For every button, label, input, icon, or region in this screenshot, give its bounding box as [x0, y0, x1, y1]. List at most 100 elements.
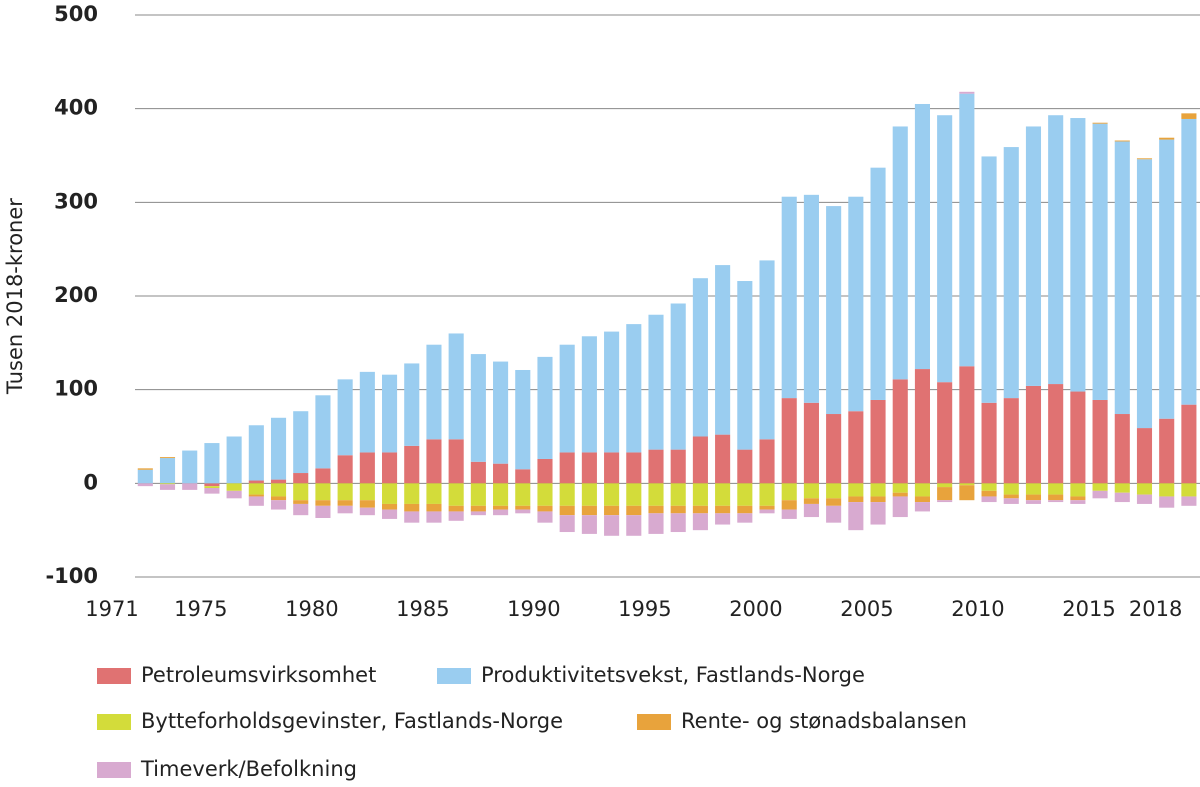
bar-segment: [1003, 498, 1019, 504]
bar-segment: [537, 356, 553, 459]
bar-segment: [692, 483, 708, 506]
y-tick-label: 500: [54, 2, 98, 26]
bar-segment: [826, 483, 842, 499]
bar-segment: [248, 483, 264, 495]
bar-segment: [448, 439, 464, 484]
bar-segment: [648, 505, 664, 514]
bar-segment: [337, 505, 353, 514]
bar-segment: [448, 505, 464, 512]
bar-segment: [715, 434, 731, 484]
bar-segment: [1003, 494, 1019, 499]
bar-segment: [315, 505, 331, 518]
bar-segment: [914, 502, 930, 512]
bar-segment: [204, 486, 220, 489]
legend-label: Produktivitetsvekst, Fastlands-Norge: [481, 663, 865, 687]
bar-segment: [759, 505, 775, 510]
bar-segment: [715, 513, 731, 525]
bar-segment: [270, 417, 287, 480]
bar-segment: [493, 505, 509, 510]
bar-segment: [470, 505, 486, 512]
bar-segment: [337, 483, 353, 501]
bar-segment: [159, 483, 176, 485]
bar-segment: [1136, 494, 1153, 504]
bar-segment: [537, 483, 553, 506]
y-axis-label: Tusen 2018-kroner: [3, 198, 27, 395]
bar-segment: [737, 449, 753, 484]
bar-segment: [537, 458, 553, 484]
bar-segment: [448, 333, 464, 440]
bar-segment: [781, 398, 797, 484]
bar-segment: [315, 468, 331, 484]
bar-segment: [870, 496, 886, 503]
bar-segment: [1092, 122, 1108, 124]
bar-segment: [1048, 115, 1064, 385]
bar-segment: [426, 483, 442, 504]
bar-segment: [1114, 483, 1130, 493]
bar-segment: [293, 500, 309, 504]
bar-segment: [315, 500, 331, 506]
bar-segment: [426, 511, 442, 523]
legend-label: Bytteforholdsgevinster, Fastlands-Norge: [141, 709, 563, 733]
x-tick-label: 1995: [618, 597, 671, 621]
bar-segment: [159, 458, 176, 484]
bar-segment: [137, 469, 153, 484]
x-tick-label: 2018: [1129, 597, 1182, 621]
bar-segment: [981, 496, 997, 503]
bar-segment: [803, 498, 819, 504]
bar-segment: [892, 379, 908, 484]
bar-segment: [1181, 118, 1197, 405]
bar-segment: [470, 511, 486, 516]
legend-label: Rente- og stønadsbalansen: [681, 709, 967, 733]
bar-segment: [937, 483, 953, 488]
bar-segment: [248, 494, 264, 497]
bar-segment: [426, 503, 442, 512]
bar-segment: [1003, 398, 1019, 484]
bar-segment: [293, 411, 309, 474]
bar-segment: [803, 402, 819, 484]
bar-segment: [581, 483, 597, 506]
bar-segment: [493, 483, 509, 506]
bar-segment: [1136, 158, 1153, 160]
bar-segment: [248, 425, 264, 481]
bar-segment: [493, 361, 509, 464]
bar-segment: [270, 500, 287, 510]
bar-segment: [670, 505, 686, 514]
bar-segment: [248, 496, 264, 506]
bar-segment: [515, 483, 531, 506]
bar-segment: [1048, 384, 1064, 484]
bar-segment: [1070, 391, 1086, 484]
bar-segment: [937, 487, 953, 501]
bar-segment: [270, 479, 287, 484]
legend-label: Timeverk/Befolkning: [140, 757, 357, 781]
bar-segment: [359, 507, 375, 516]
bar-segment: [604, 515, 620, 536]
bar-segment: [648, 449, 664, 484]
legend-label: Petroleumsvirksomhet: [141, 663, 376, 687]
bar-segment: [493, 463, 509, 484]
bar-segment: [604, 483, 620, 506]
bar-segment: [892, 483, 908, 493]
bar-segment: [470, 354, 486, 462]
bar-segment: [382, 503, 398, 510]
bar-segment: [559, 344, 575, 453]
bar-segment: [715, 483, 731, 506]
bar-segment: [692, 513, 708, 531]
bar-segment: [670, 483, 686, 506]
bar-segment: [226, 490, 242, 499]
bar-segment: [1025, 483, 1042, 495]
bar-segment: [315, 395, 331, 469]
bar-segment: [204, 488, 220, 494]
bar-segment: [1003, 483, 1019, 495]
bar-segment: [404, 503, 420, 512]
bar-segment: [1048, 483, 1064, 495]
bar-segment: [426, 439, 442, 484]
bar-segment: [159, 457, 176, 459]
bar-segment: [182, 450, 198, 484]
bar-segment: [1159, 418, 1175, 484]
bar-segment: [1181, 113, 1197, 119]
bar-segment: [803, 483, 819, 499]
bar-segment: [670, 513, 686, 533]
bar-segment: [826, 498, 842, 506]
bar-segment: [692, 505, 708, 514]
